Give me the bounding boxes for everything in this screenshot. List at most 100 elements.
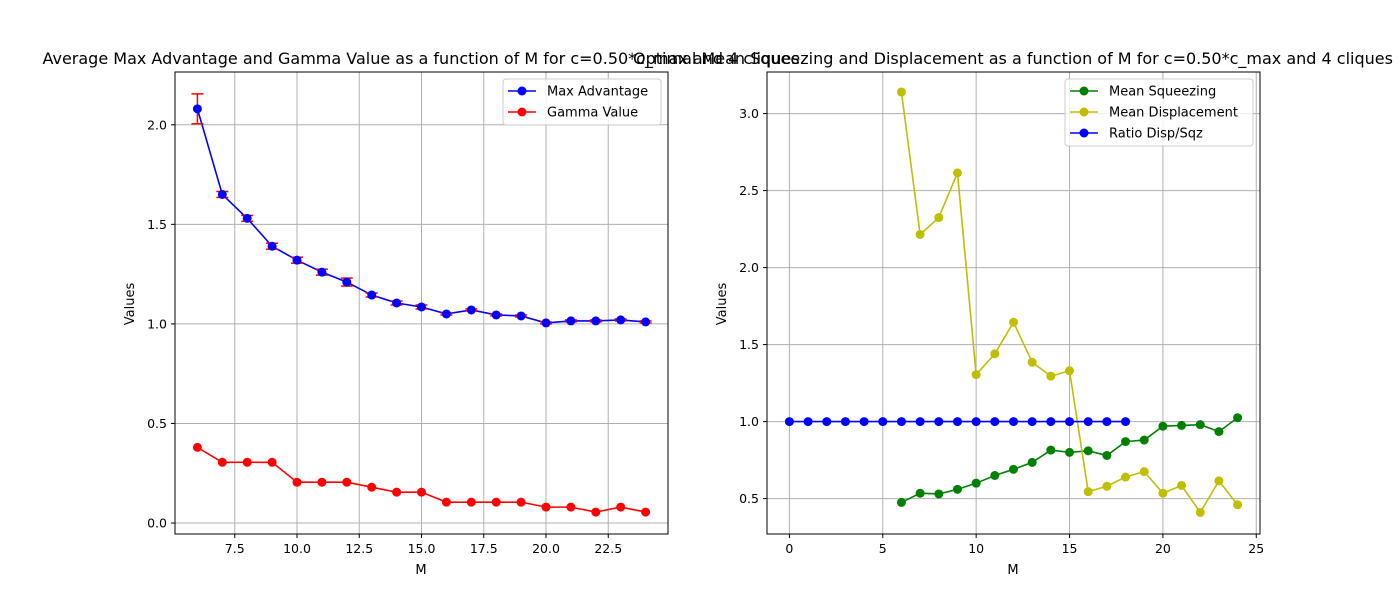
data-point-mean-squeezing bbox=[1177, 420, 1187, 430]
data-point-mean-squeezing bbox=[1046, 445, 1056, 455]
data-point-ratio-disp-sqz bbox=[803, 417, 813, 427]
data-point-gamma-value bbox=[217, 457, 227, 467]
data-point-max-advantage bbox=[267, 241, 277, 251]
data-point-mean-displacement bbox=[1195, 507, 1205, 517]
data-point-mean-displacement bbox=[1214, 476, 1224, 486]
x-tick-label: 17.5 bbox=[470, 541, 498, 556]
right-chart-title: Optimal Mean Squeezing and Displacement … bbox=[633, 49, 1393, 69]
data-point-ratio-disp-sqz bbox=[934, 417, 944, 427]
data-point-gamma-value bbox=[392, 487, 402, 497]
data-point-mean-squeezing bbox=[1065, 447, 1075, 457]
data-point-mean-displacement bbox=[1027, 357, 1037, 367]
data-point-mean-displacement bbox=[1177, 480, 1187, 490]
data-point-gamma-value bbox=[516, 497, 526, 507]
data-point-gamma-value bbox=[417, 487, 426, 497]
right-chart: Optimal Mean Squeezing and Displacement … bbox=[633, 49, 1393, 578]
data-point-ratio-disp-sqz bbox=[784, 417, 794, 427]
data-point-ratio-disp-sqz bbox=[1083, 417, 1093, 427]
data-point-max-advantage bbox=[317, 267, 327, 277]
data-point-gamma-value bbox=[566, 502, 576, 512]
data-point-max-advantage bbox=[466, 305, 476, 315]
x-tick-label: 5 bbox=[879, 541, 887, 556]
data-point-max-advantage bbox=[516, 311, 526, 321]
left-chart-series bbox=[191, 93, 652, 517]
data-point-gamma-value bbox=[591, 507, 601, 517]
data-point-mean-displacement bbox=[971, 370, 981, 380]
data-point-gamma-value bbox=[292, 477, 302, 487]
data-point-max-advantage bbox=[192, 104, 202, 114]
data-point-max-advantage bbox=[491, 310, 501, 320]
data-point-max-advantage bbox=[242, 213, 252, 223]
x-tick-label: 15.0 bbox=[408, 541, 436, 556]
data-point-mean-squeezing bbox=[1158, 421, 1168, 431]
data-point-mean-displacement bbox=[1121, 472, 1131, 482]
data-point-max-advantage bbox=[417, 302, 426, 312]
data-point-max-advantage bbox=[392, 298, 402, 308]
right-chart-legend-box bbox=[1064, 78, 1254, 147]
data-point-gamma-value bbox=[317, 477, 327, 487]
data-point-mean-squeezing bbox=[1233, 413, 1243, 423]
data-point-mean-squeezing bbox=[952, 484, 962, 494]
data-point-max-advantage bbox=[367, 290, 377, 300]
data-point-mean-displacement bbox=[990, 349, 1000, 359]
right-chart-ylabel: Values bbox=[715, 283, 730, 326]
data-point-ratio-disp-sqz bbox=[915, 417, 925, 427]
x-tick-label: 25 bbox=[1248, 541, 1264, 556]
data-point-mean-squeezing bbox=[1121, 437, 1131, 447]
legend-marker-gamma-value bbox=[517, 107, 527, 117]
data-point-ratio-disp-sqz bbox=[952, 417, 962, 427]
data-point-max-advantage bbox=[616, 315, 626, 325]
data-point-mean-displacement bbox=[1065, 366, 1075, 376]
legend-label-mean-displacement: Mean Displacement bbox=[1109, 106, 1238, 121]
data-point-mean-squeezing bbox=[1139, 435, 1149, 445]
data-point-mean-displacement bbox=[1233, 500, 1243, 510]
y-tick-label: 0.5 bbox=[147, 416, 167, 431]
x-tick-label: 0 bbox=[785, 541, 793, 556]
legend-label-mean-squeezing: Mean Squeezing bbox=[1109, 85, 1216, 100]
y-tick-label: 1.0 bbox=[147, 316, 167, 331]
data-point-mean-squeezing bbox=[934, 489, 944, 499]
x-tick-label: 10.0 bbox=[283, 541, 311, 556]
data-point-mean-squeezing bbox=[1102, 450, 1112, 460]
data-point-gamma-value bbox=[242, 457, 252, 467]
data-point-gamma-value bbox=[441, 497, 451, 507]
right-chart-series bbox=[784, 87, 1243, 517]
left-chart-title: Average Max Advantage and Gamma Value as… bbox=[42, 49, 799, 69]
legend-marker-mean-squeezing bbox=[1079, 86, 1089, 96]
data-point-gamma-value bbox=[192, 442, 202, 452]
x-tick-label: 10 bbox=[968, 541, 984, 556]
data-point-mean-squeezing bbox=[990, 470, 1000, 480]
x-tick-label: 20.0 bbox=[532, 541, 560, 556]
x-tick-label: 22.5 bbox=[594, 541, 622, 556]
data-point-mean-displacement bbox=[1102, 481, 1112, 491]
x-tick-label: 12.5 bbox=[345, 541, 373, 556]
data-point-ratio-disp-sqz bbox=[896, 417, 906, 427]
legend-label-gamma-value: Gamma Value bbox=[547, 106, 638, 121]
data-point-ratio-disp-sqz bbox=[878, 417, 888, 427]
data-point-ratio-disp-sqz bbox=[990, 417, 1000, 427]
x-tick-label: 7.5 bbox=[225, 541, 245, 556]
data-point-gamma-value bbox=[466, 497, 476, 507]
data-point-ratio-disp-sqz bbox=[1046, 417, 1056, 427]
legend-marker-mean-displacement bbox=[1079, 107, 1089, 117]
data-point-ratio-disp-sqz bbox=[1102, 417, 1112, 427]
data-point-gamma-value bbox=[342, 477, 352, 487]
data-point-mean-displacement bbox=[952, 168, 962, 178]
data-point-ratio-disp-sqz bbox=[859, 417, 869, 427]
data-point-ratio-disp-sqz bbox=[1027, 417, 1037, 427]
data-point-mean-squeezing bbox=[896, 497, 906, 507]
data-point-ratio-disp-sqz bbox=[840, 417, 850, 427]
right-chart-ticks: 0 5 10 15 20 25 0.5 1.0 1.5 2.0 2.5 3.0 bbox=[739, 106, 1264, 556]
data-point-gamma-value bbox=[641, 507, 651, 517]
data-point-max-advantage bbox=[591, 316, 601, 326]
data-point-max-advantage bbox=[566, 316, 576, 326]
legend-label-ratio-disp-sqz: Ratio Disp/Sqz bbox=[1109, 127, 1203, 142]
left-chart-ylabel: Values bbox=[123, 283, 138, 326]
legend-label-max-advantage: Max Advantage bbox=[547, 85, 648, 100]
data-point-mean-displacement bbox=[1009, 317, 1018, 327]
legend-marker-max-advantage bbox=[517, 86, 527, 96]
right-chart-frame bbox=[766, 71, 1261, 535]
left-chart-legend-box bbox=[502, 78, 662, 126]
data-point-mean-displacement bbox=[896, 87, 906, 97]
data-point-mean-displacement bbox=[915, 229, 925, 239]
